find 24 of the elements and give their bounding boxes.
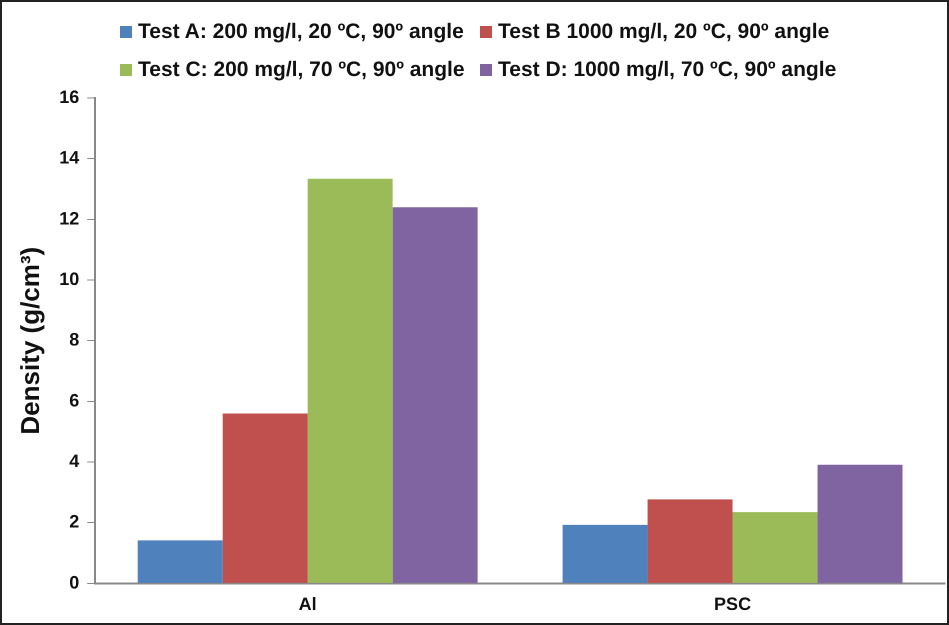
legend-label: Test C: 200 mg/l, 70 ºC, 90º angle <box>138 58 465 82</box>
bar <box>732 512 818 583</box>
bar <box>818 464 903 583</box>
y-tick-label: 14 <box>59 148 80 168</box>
y-tick-label: 6 <box>69 390 80 410</box>
bar <box>138 540 223 583</box>
y-tick-label: 0 <box>69 572 80 592</box>
bar <box>648 499 733 583</box>
x-tick-label: Al <box>298 594 317 614</box>
bar <box>222 414 308 583</box>
y-axis-title: Density (g/cm³) <box>14 246 45 435</box>
y-tick-label: 4 <box>69 451 80 472</box>
y-tick-label: 12 <box>59 208 80 228</box>
bar <box>308 178 393 583</box>
legend-label: Test A: 200 mg/l, 20 ºC, 90º angle <box>138 20 464 44</box>
legend-label: Test D: 1000 mg/l, 70 ºC, 90º angle <box>498 58 836 82</box>
bar <box>392 207 478 583</box>
x-tick-label: PSC <box>714 594 752 614</box>
bar <box>562 524 648 583</box>
y-tick-label: 10 <box>59 268 80 289</box>
y-tick-label: 16 <box>59 86 80 107</box>
y-tick-label: 2 <box>69 512 80 532</box>
legend-label: Test B 1000 mg/l, 20 ºC, 90º angle <box>498 20 830 44</box>
y-tick-label: 8 <box>69 330 80 350</box>
